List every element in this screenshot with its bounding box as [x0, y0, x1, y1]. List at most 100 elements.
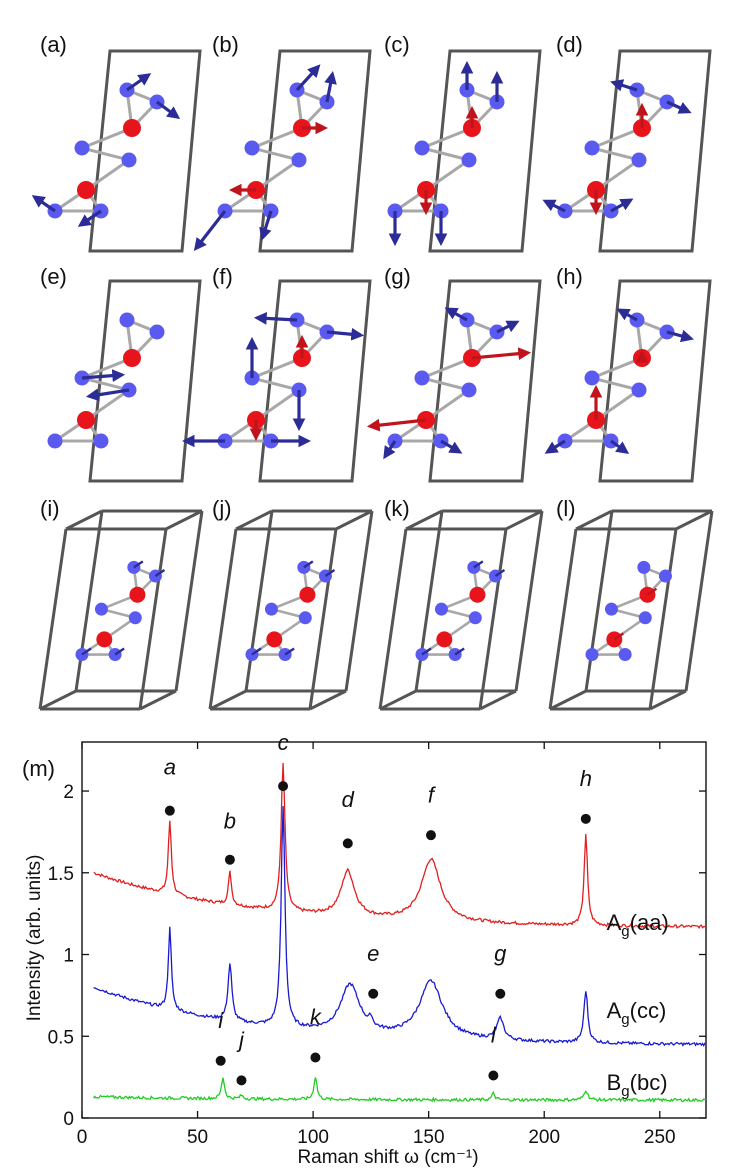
- cation-atom: [77, 181, 95, 199]
- displacement-arrow-blue: [303, 560, 314, 569]
- cation-atom: [123, 349, 141, 367]
- annotation-label: f: [428, 782, 437, 807]
- panel-label: (e): [40, 264, 67, 289]
- displacement-arrow-blue: [81, 369, 126, 382]
- displacement-arrow-blue: [284, 647, 295, 656]
- displacement-arrow-blue: [295, 64, 321, 92]
- displacement-arrow-blue: [610, 439, 630, 454]
- panel-c: (c): [384, 32, 542, 253]
- annotation-label: i: [218, 1008, 224, 1033]
- unit-cell-edge: [244, 510, 274, 692]
- displacement-arrow-blue: [31, 195, 56, 213]
- cation-atom: [77, 411, 95, 429]
- displacement-arrow-red: [646, 587, 658, 596]
- unit-cell: [258, 49, 372, 253]
- annotation-label: e: [367, 941, 379, 966]
- unit-cell-edge: [478, 528, 508, 710]
- displacement-arrow-blue: [666, 329, 694, 343]
- unit-cell-edge: [575, 509, 613, 531]
- bond: [421, 146, 470, 162]
- anion-atom: [461, 152, 477, 168]
- y-tick-label: 2: [63, 782, 74, 803]
- unit-cell-edge: [38, 528, 68, 710]
- series-label-2: Bg(bc): [607, 1070, 668, 1100]
- unit-cell: [88, 279, 202, 483]
- cation-atom: [436, 631, 453, 648]
- displacement-arrow-blue: [133, 560, 144, 569]
- unit-cell-edge: [414, 510, 444, 692]
- displacement-arrow-blue: [156, 100, 181, 120]
- displacement-arrow-blue: [193, 210, 227, 252]
- x-tick-label: 50: [187, 1127, 208, 1148]
- anion-atom: [47, 433, 63, 449]
- annotation-dot: [236, 1075, 247, 1086]
- anion-atom: [149, 324, 165, 340]
- unit-cell-edge: [675, 509, 713, 531]
- panel-label: (j): [212, 496, 232, 521]
- panel-label: (c): [384, 32, 410, 57]
- cation-atom: [469, 586, 486, 603]
- unit-cell-edge: [309, 689, 347, 711]
- panel-d: (d): [542, 32, 712, 253]
- unit-cell-edge: [208, 528, 238, 710]
- panel-f: (f): [181, 264, 372, 483]
- anion-atom: [604, 602, 618, 616]
- displacement-arrow-blue: [253, 312, 298, 325]
- displacement-arrow-blue: [444, 307, 468, 322]
- y-tick-label: 0.5: [48, 1027, 74, 1048]
- displacement-arrow-blue: [421, 647, 432, 656]
- panel-label: (d): [556, 32, 583, 57]
- displacement-arrow-blue: [324, 70, 337, 103]
- annotation-label: a: [164, 755, 176, 780]
- y-tick-label: 1.5: [48, 864, 74, 885]
- unit-cell-edge: [479, 689, 517, 711]
- x-tick-label: 200: [528, 1127, 560, 1148]
- displacement-arrow-blue: [494, 569, 506, 578]
- anion-atom: [584, 140, 600, 156]
- anion-atom: [93, 433, 109, 449]
- unit-cell-edge: [235, 509, 273, 531]
- panel-k: (k): [378, 496, 544, 711]
- bond: [81, 376, 130, 392]
- cation-atom: [129, 586, 146, 603]
- x-tick-label: 250: [644, 1127, 676, 1148]
- annotation-label: j: [236, 1028, 245, 1053]
- y-tick-label: 1: [63, 946, 74, 967]
- anion-atom: [244, 140, 260, 156]
- anion-atom: [121, 152, 137, 168]
- displacement-arrow-blue: [542, 199, 566, 213]
- anion-atom: [631, 382, 647, 398]
- series-line-1: [93, 806, 707, 1047]
- unit-cell-edge: [138, 528, 168, 710]
- displacement-arrow-blue: [610, 198, 634, 213]
- unit-cell-edge: [505, 509, 543, 531]
- unit-cell-edge: [344, 510, 374, 692]
- displacement-arrow-blue: [85, 388, 130, 402]
- unit-cell-edge: [39, 689, 77, 711]
- panel-j: (j): [208, 496, 374, 711]
- chart-series: Ag(aa) Ag(cc) Bg(bc): [93, 762, 707, 1104]
- annotation-label: g: [494, 941, 507, 966]
- panel-label: (i): [40, 496, 60, 521]
- displacement-arrow-blue: [383, 440, 397, 460]
- annotation-label: d: [342, 787, 355, 812]
- unit-cell-edge: [549, 689, 587, 711]
- unit-cell-edge: [209, 689, 247, 711]
- displacement-arrow-blue: [77, 209, 102, 227]
- displacement-arrow-blue: [454, 647, 465, 656]
- anion-atom: [414, 140, 430, 156]
- anion-atom: [584, 370, 600, 386]
- unit-cell-edge: [648, 528, 678, 710]
- panel-label: (k): [384, 496, 410, 521]
- displacement-arrow-blue: [616, 308, 638, 322]
- displacement-arrow-red: [471, 347, 532, 361]
- unit-cell-edge: [174, 510, 204, 692]
- panel-label: (l): [556, 496, 576, 521]
- anion-atom: [461, 382, 477, 398]
- bond: [81, 146, 130, 162]
- anion-atom: [264, 602, 278, 616]
- series-label-0: Ag(aa): [607, 910, 669, 940]
- unit-cell-edge: [139, 689, 177, 711]
- anion-atom: [637, 560, 651, 574]
